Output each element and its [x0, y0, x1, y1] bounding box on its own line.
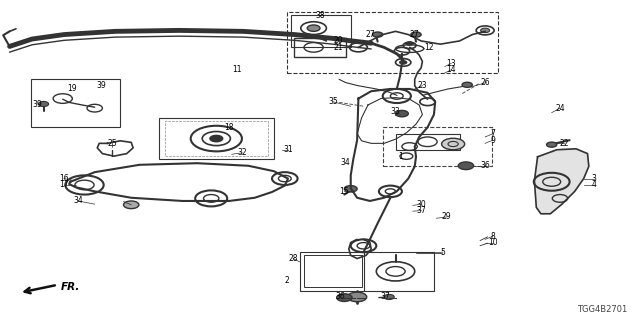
Text: 12: 12	[424, 43, 433, 52]
Text: 34: 34	[340, 158, 351, 167]
Polygon shape	[534, 149, 589, 214]
Text: 26: 26	[480, 78, 490, 87]
Bar	[383, 127, 492, 166]
Bar	[287, 12, 498, 73]
Text: 30: 30	[416, 200, 426, 209]
Text: 10: 10	[488, 238, 498, 247]
Bar	[300, 252, 434, 291]
Circle shape	[348, 292, 367, 302]
Circle shape	[442, 138, 465, 150]
Text: 17: 17	[59, 180, 69, 189]
Bar	[159, 118, 274, 159]
Text: 37: 37	[380, 292, 390, 301]
Text: 15: 15	[339, 187, 349, 196]
Text: TGG4B2701: TGG4B2701	[577, 305, 627, 314]
Text: 18: 18	[225, 123, 234, 132]
Text: 2: 2	[284, 276, 289, 285]
Text: 35: 35	[328, 97, 338, 106]
Circle shape	[337, 294, 352, 301]
Bar	[31, 79, 120, 127]
Text: 28: 28	[289, 254, 298, 263]
Bar	[294, 38, 346, 57]
Text: 29: 29	[442, 212, 452, 221]
Text: 38: 38	[315, 11, 325, 20]
Circle shape	[384, 294, 394, 300]
Circle shape	[372, 32, 383, 37]
Circle shape	[399, 60, 407, 64]
Circle shape	[307, 25, 320, 31]
Text: 34: 34	[73, 196, 83, 205]
Text: 14: 14	[446, 65, 456, 74]
Text: 9: 9	[490, 136, 495, 145]
Text: 32: 32	[237, 148, 247, 157]
Text: 25: 25	[107, 139, 117, 148]
Text: 24: 24	[555, 104, 565, 113]
Circle shape	[411, 32, 421, 37]
Text: FR.: FR.	[61, 282, 80, 292]
Text: 39: 39	[96, 81, 106, 90]
Text: 22: 22	[560, 139, 569, 148]
Circle shape	[458, 162, 474, 170]
Text: 36: 36	[480, 161, 490, 170]
Circle shape	[38, 101, 49, 107]
Text: 37: 37	[416, 206, 426, 215]
Bar	[291, 15, 351, 47]
Circle shape	[462, 82, 472, 87]
Text: 5: 5	[440, 248, 445, 257]
Circle shape	[406, 42, 413, 45]
Text: 3: 3	[591, 174, 596, 183]
Circle shape	[547, 142, 557, 147]
Text: 20: 20	[333, 36, 343, 45]
Text: 36: 36	[335, 292, 346, 301]
Text: 39: 39	[32, 100, 42, 109]
Circle shape	[481, 28, 490, 33]
Text: 16: 16	[59, 174, 69, 183]
Circle shape	[210, 135, 223, 142]
Circle shape	[124, 201, 139, 209]
Text: 13: 13	[446, 59, 456, 68]
Text: 27: 27	[365, 30, 375, 39]
Text: 8: 8	[490, 232, 495, 241]
Bar	[165, 121, 268, 156]
Text: 4: 4	[591, 180, 596, 189]
Bar	[396, 134, 460, 150]
Text: 27: 27	[410, 30, 420, 39]
Text: 1: 1	[398, 152, 403, 161]
Circle shape	[396, 110, 408, 117]
Bar	[304, 255, 362, 287]
Text: 21: 21	[333, 43, 342, 52]
Circle shape	[344, 186, 357, 192]
Text: 33: 33	[390, 107, 401, 116]
Text: 31: 31	[283, 145, 293, 154]
Text: 23: 23	[417, 81, 428, 90]
Text: 7: 7	[490, 129, 495, 138]
Text: 11: 11	[232, 65, 241, 74]
Text: 19: 19	[67, 84, 77, 93]
